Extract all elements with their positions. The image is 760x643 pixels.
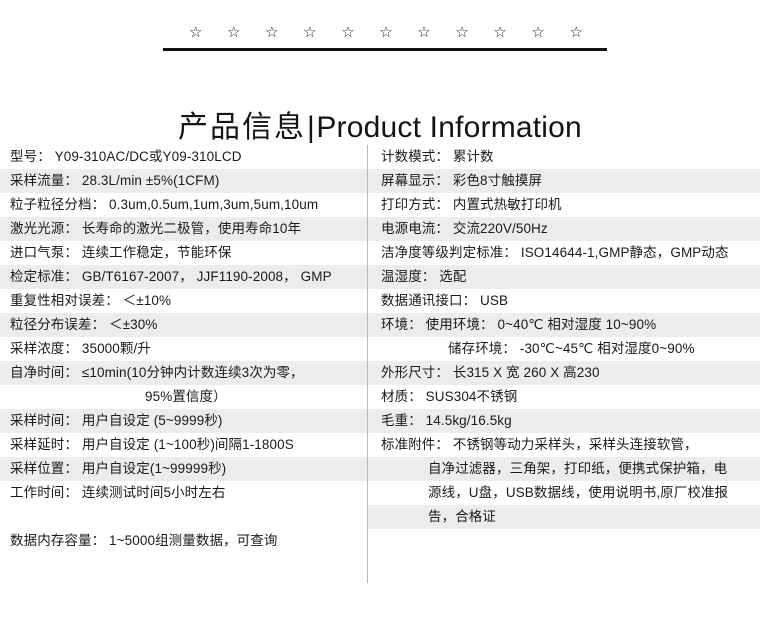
spec-row: 95%置信度） <box>0 385 367 409</box>
spec-row-text: 标准附件： 不锈钢等动力采样头，采样头连接软管， <box>381 437 698 452</box>
star-icon: ☆ <box>455 23 469 41</box>
specification-table: 型号： Y09-310AC/DC或Y09-310LCD 采样流量： 28.3L/m… <box>0 145 760 585</box>
specs-left-column: 型号： Y09-310AC/DC或Y09-310LCD 采样流量： 28.3L/m… <box>0 145 367 553</box>
spec-row-text: 采样流量： 28.3L/min ±5%(1CFM) <box>10 173 220 188</box>
spec-row: 自净过滤器，三角架，打印纸，便携式保护箱，电 <box>368 457 760 481</box>
spec-row-text: 进口气泵： 连续工作稳定，节能环保 <box>10 245 232 260</box>
spec-row-text: 检定标准： GB/T6167-2007， JJF1190-2008， GMP <box>10 269 332 284</box>
page-title-chinese: 产品信息 <box>178 111 307 145</box>
star-icon: ☆ <box>493 23 507 41</box>
spec-row: 型号： Y09-310AC/DC或Y09-310LCD <box>0 145 367 169</box>
spec-row-text: 重复性相对误差： ＜±10% <box>10 293 172 308</box>
star-icon: ☆ <box>569 23 583 41</box>
spec-row-spacer <box>0 505 367 529</box>
spec-row: 源线，U盘，USB数据线，使用说明书,原厂校准报 <box>368 481 760 505</box>
star-icon: ☆ <box>417 23 431 41</box>
star-icon: ☆ <box>303 23 317 41</box>
spec-row: 进口气泵： 连续工作稳定，节能环保 <box>0 241 367 265</box>
spec-row-text: 电源电流： 交流220V/50Hz <box>381 221 548 236</box>
spec-row-text: 储存环境： -30℃~45℃ 相对湿度0~90% <box>448 341 695 356</box>
spec-row-text: 激光光源： 长寿命的激光二极管，使用寿命10年 <box>10 221 302 236</box>
spec-row: 电源电流： 交流220V/50Hz <box>368 217 760 241</box>
spec-row-text: 温湿度： 选配 <box>381 269 467 284</box>
star-icon: ☆ <box>531 23 545 41</box>
spec-row-text: 数据通讯接口： USB <box>381 293 509 308</box>
spec-row-text: 环境： 使用环境： 0~40℃ 相对湿度 10~90% <box>381 317 657 332</box>
star-banner: ☆ ☆ ☆ ☆ ☆ ☆ ☆ ☆ ☆ ☆ ☆ <box>163 20 607 52</box>
spec-row: 计数模式： 累计数 <box>368 145 760 169</box>
spec-row: 采样位置： 用户自设定(1~99999秒) <box>0 457 367 481</box>
star-icon: ☆ <box>379 23 393 41</box>
star-icon: ☆ <box>341 23 355 41</box>
spec-row: 外形尺寸： 长315 X 宽 260 X 高230 <box>368 361 760 385</box>
spec-row: 数据通讯接口： USB <box>368 289 760 313</box>
spec-row: 采样浓度： 35000颗/升 <box>0 337 367 361</box>
spec-row-text: 工作时间： 连续测试时间5小时左右 <box>10 485 226 500</box>
spec-row-text: 粒子粒径分档： 0.3um,0.5um,1um,3um,5um,10um <box>10 197 319 212</box>
page-title-separator: | <box>307 111 316 145</box>
spec-row-text: 源线，U盘，USB数据线，使用说明书,原厂校准报 <box>428 485 729 500</box>
spec-row-text: 打印方式： 内置式热敏打印机 <box>381 197 562 212</box>
spec-row-text: 95%置信度） <box>145 389 227 404</box>
spec-row: 储存环境： -30℃~45℃ 相对湿度0~90% <box>368 337 760 361</box>
spec-row: 工作时间： 连续测试时间5小时左右 <box>0 481 367 505</box>
spec-row: 检定标准： GB/T6167-2007， JJF1190-2008， GMP <box>0 265 367 289</box>
spec-row: 自净时间： ≤10min(10分钟内计数连续3次为零， <box>0 361 367 385</box>
page-title-english: Product Information <box>316 111 582 145</box>
star-icon: ☆ <box>265 23 279 41</box>
spec-row: 激光光源： 长寿命的激光二极管，使用寿命10年 <box>0 217 367 241</box>
spec-row-text: 型号： Y09-310AC/DC或Y09-310LCD <box>10 149 242 164</box>
spec-row: 粒子粒径分档： 0.3um,0.5um,1um,3um,5um,10um <box>0 193 367 217</box>
star-row: ☆ ☆ ☆ ☆ ☆ ☆ ☆ ☆ ☆ ☆ ☆ <box>163 20 607 44</box>
spec-row-text: 采样延时： 用户自设定 (1~100秒)间隔1-1800S <box>10 437 294 452</box>
spec-row: 粒径分布误差： ＜±30% <box>0 313 367 337</box>
spec-row-text: 屏幕显示： 彩色8寸触摸屏 <box>381 173 543 188</box>
banner-horizontal-rule <box>163 48 607 51</box>
spec-row-text: 自净过滤器，三角架，打印纸，便携式保护箱，电 <box>428 461 728 476</box>
spec-row: 采样时间： 用户自设定 (5~9999秒) <box>0 409 367 433</box>
spec-row-text: 粒径分布误差： ＜±30% <box>10 317 158 332</box>
spec-row: 告，合格证 <box>368 505 760 529</box>
spec-row-text: 数据内存容量： 1~5000组测量数据，可查询 <box>10 533 278 548</box>
spec-row: 打印方式： 内置式热敏打印机 <box>368 193 760 217</box>
spec-row: 重复性相对误差： ＜±10% <box>0 289 367 313</box>
spec-row-text: 毛重： 14.5kg/16.5kg <box>381 413 512 428</box>
spec-row: 洁净度等级判定标准： ISO14644-1,GMP静态，GMP动态 <box>368 241 760 265</box>
spec-row: 屏幕显示： 彩色8寸触摸屏 <box>368 169 760 193</box>
spec-row-text: 自净时间： ≤10min(10分钟内计数连续3次为零， <box>10 365 304 380</box>
column-divider <box>367 145 368 583</box>
spec-row-text: 告，合格证 <box>428 509 496 524</box>
spec-row: 毛重： 14.5kg/16.5kg <box>368 409 760 433</box>
spec-row-text: 采样时间： 用户自设定 (5~9999秒) <box>10 413 223 428</box>
specs-right-column: 计数模式： 累计数屏幕显示： 彩色8寸触摸屏打印方式： 内置式热敏打印机 电源电流… <box>368 145 760 529</box>
spec-row: 材质： SUS304不锈钢 <box>368 385 760 409</box>
spec-row: 环境： 使用环境： 0~40℃ 相对湿度 10~90% <box>368 313 760 337</box>
spec-row: 数据内存容量： 1~5000组测量数据，可查询 <box>0 529 367 553</box>
star-icon: ☆ <box>189 23 203 41</box>
spec-row-text: 采样浓度： 35000颗/升 <box>10 341 151 356</box>
spec-row-text: 外形尺寸： 长315 X 宽 260 X 高230 <box>381 365 600 380</box>
spec-row: 采样延时： 用户自设定 (1~100秒)间隔1-1800S <box>0 433 367 457</box>
page-title: 产品信息|Product Information <box>178 102 582 146</box>
page-title-wrap: 产品信息|Product Information <box>0 82 760 166</box>
spec-row: 温湿度： 选配 <box>368 265 760 289</box>
spec-row-text: 材质： SUS304不锈钢 <box>381 389 518 404</box>
star-icon: ☆ <box>227 23 241 41</box>
spec-row: 标准附件： 不锈钢等动力采样头，采样头连接软管， <box>368 433 760 457</box>
spec-row: 采样流量： 28.3L/min ±5%(1CFM) <box>0 169 367 193</box>
spec-row-text: 采样位置： 用户自设定(1~99999秒) <box>10 461 227 476</box>
spec-row-text: 洁净度等级判定标准： ISO14644-1,GMP静态，GMP动态 <box>381 245 729 260</box>
spec-row-text: 计数模式： 累计数 <box>381 149 494 164</box>
